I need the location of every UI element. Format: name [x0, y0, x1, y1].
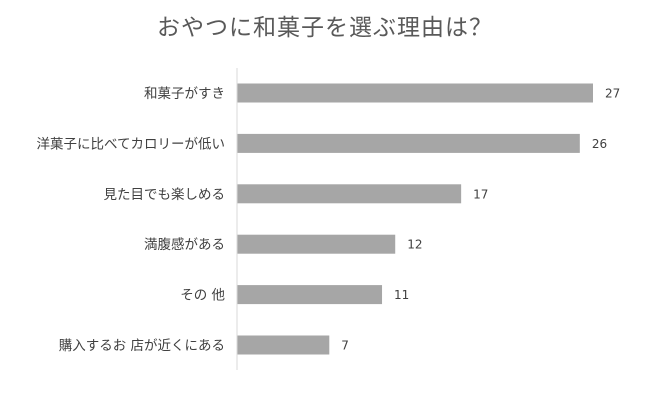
bar-6 — [237, 335, 330, 355]
value-label-5: 11 — [394, 288, 409, 302]
value-label-4: 12 — [407, 238, 422, 252]
category-label-6: 購入するお 店が近くにある — [59, 338, 225, 354]
category-label-1: 和菓子がすき — [144, 86, 225, 102]
value-label-1: 27 — [605, 87, 620, 101]
category-label-4: 満腹感がある — [144, 236, 225, 253]
bars-layer: 和菓子がすき 27 洋菓子に比べてカロリーが低い 26 見た目でも楽しめる 17 満腹感があ… — [37, 83, 620, 355]
category-label-3: 見た目でも楽しめる — [104, 187, 226, 203]
bar-4 — [237, 234, 396, 254]
value-label-2: 26 — [592, 137, 607, 151]
category-label-2: 洋菓子に比べてカロリーが低い — [37, 136, 225, 152]
bar-5 — [237, 285, 383, 305]
category-label-5: その 他 — [180, 288, 225, 304]
value-label-6: 7 — [341, 339, 349, 353]
value-label-3: 17 — [473, 187, 488, 201]
bar-2 — [237, 133, 580, 153]
bar-1 — [237, 83, 593, 103]
chart-title: おやつに和菓子を選ぶ理由は？ — [157, 15, 493, 41]
bar-3 — [237, 184, 462, 204]
